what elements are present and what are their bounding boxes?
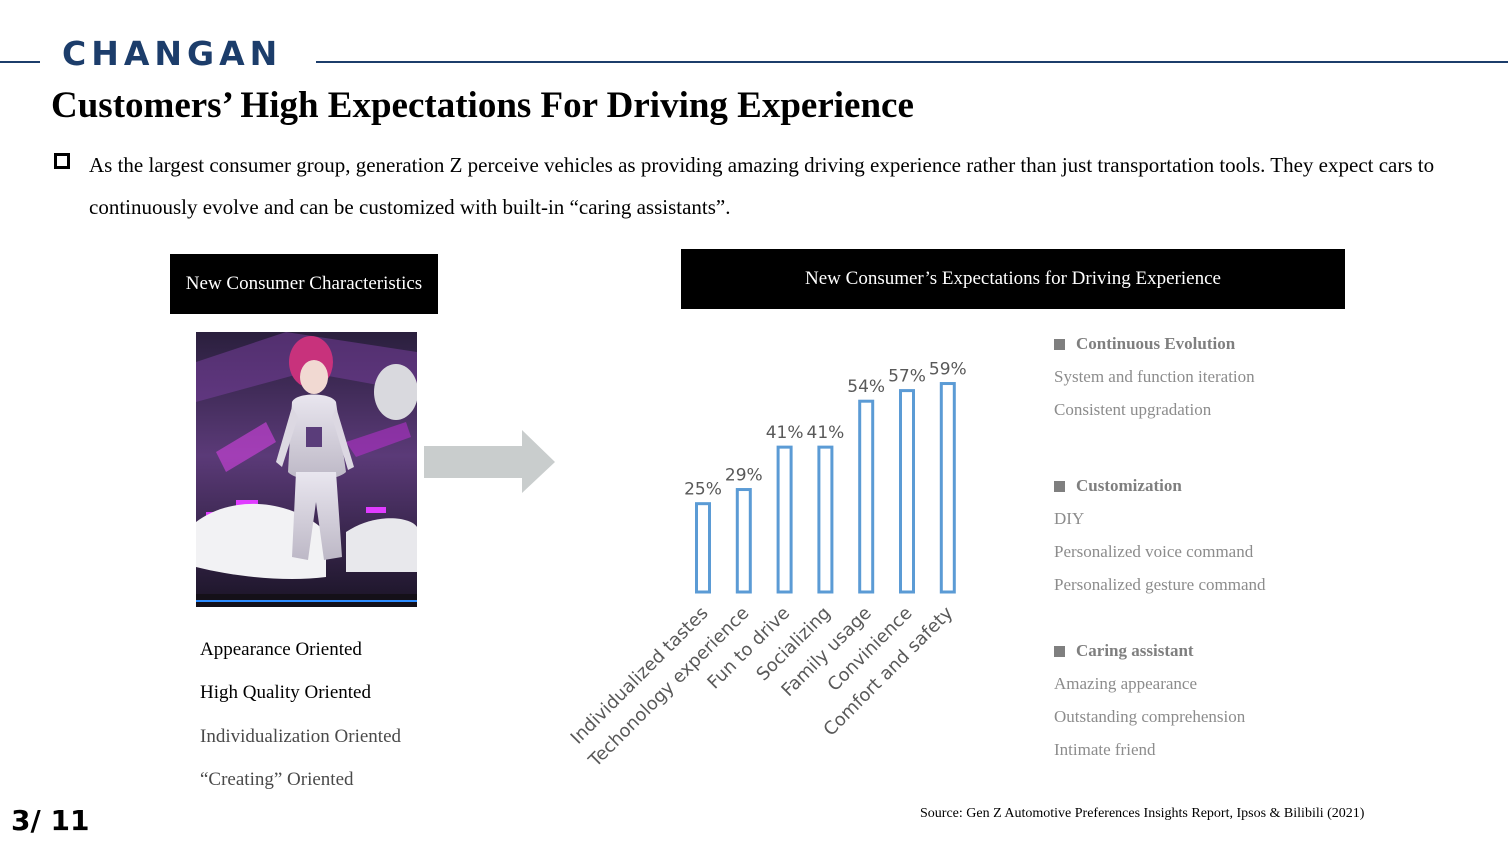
page-number: 3/ 11 — [11, 804, 90, 837]
header-rule-left — [0, 61, 40, 63]
category-item: Amazing appearance — [1054, 674, 1197, 693]
hollow-square-icon — [54, 153, 70, 169]
chart-data-label: 29% — [725, 466, 763, 486]
category-item: Consistent upgradation — [1054, 400, 1212, 419]
chart-bar — [858, 399, 875, 594]
chart-data-label: 54% — [847, 377, 885, 397]
chart-bar — [939, 382, 956, 594]
category-item: System and function iteration — [1054, 367, 1255, 386]
chart-category-label: Techonology experience — [584, 603, 753, 772]
chart-bar — [899, 389, 915, 594]
chart-data-label: 59% — [929, 360, 967, 380]
consumer-photo — [196, 332, 417, 607]
expectations-badge: New Consumer’s Expectations for Driving … — [681, 249, 1345, 309]
category-heading: Customization — [1076, 476, 1182, 495]
category-item: Personalized voice command — [1054, 542, 1254, 561]
chart-data-label: 25% — [684, 480, 722, 500]
expectations-bar-chart: 25%29%41% 41%54%57% 59% Individualized tas… — [567, 360, 967, 772]
category-heading: Caring assistant — [1076, 641, 1194, 660]
category-item: Intimate friend — [1054, 740, 1156, 759]
characteristic-item: Appearance Oriented — [200, 639, 362, 660]
intro-paragraph: As the largest consumer group, generatio… — [89, 153, 1435, 219]
source-note: Source: Gen Z Automotive Preferences Ins… — [920, 806, 1365, 821]
header-rule-right — [316, 61, 1508, 63]
category-heading: Continuous Evolution — [1076, 334, 1236, 353]
filled-square-icon — [1054, 338, 1065, 350]
brand-logo: CHANGAN — [62, 34, 283, 73]
category-item: DIY — [1054, 509, 1085, 528]
characteristics-list: Appearance Oriented High Quality Oriente… — [200, 628, 401, 801]
characteristics-badge: New Consumer Characteristics — [170, 254, 438, 314]
chart-data-label: 57% — [888, 367, 926, 387]
category-item: Outstanding comprehension — [1054, 707, 1246, 726]
characteristic-item: High Quality Oriented — [200, 682, 371, 704]
characteristic-item: Individualization Oriented — [200, 725, 402, 747]
filled-square-icon — [1054, 480, 1065, 492]
category-continuous-evolution: Continuous Evolution System and function… — [1054, 332, 1255, 426]
category-item: Personalized gesture command — [1054, 575, 1266, 594]
chart-data-label: 41% — [766, 423, 804, 443]
category-caring-assistant: Caring assistant Amazing appearance Outs… — [1054, 639, 1245, 766]
chart-bar — [695, 502, 711, 594]
filled-square-icon — [1054, 645, 1065, 657]
characteristic-item: “Creating” Oriented — [200, 768, 354, 790]
page-title: Customers’ High Expectations For Driving… — [51, 85, 914, 126]
category-customization: Customization DIY Personalized voice com… — [1054, 474, 1266, 601]
chart-bar — [776, 445, 793, 594]
chart-bar — [735, 488, 752, 594]
chart-bar — [817, 445, 834, 594]
right-arrow-icon — [424, 430, 555, 493]
chart-data-label: 41% — [807, 423, 845, 443]
